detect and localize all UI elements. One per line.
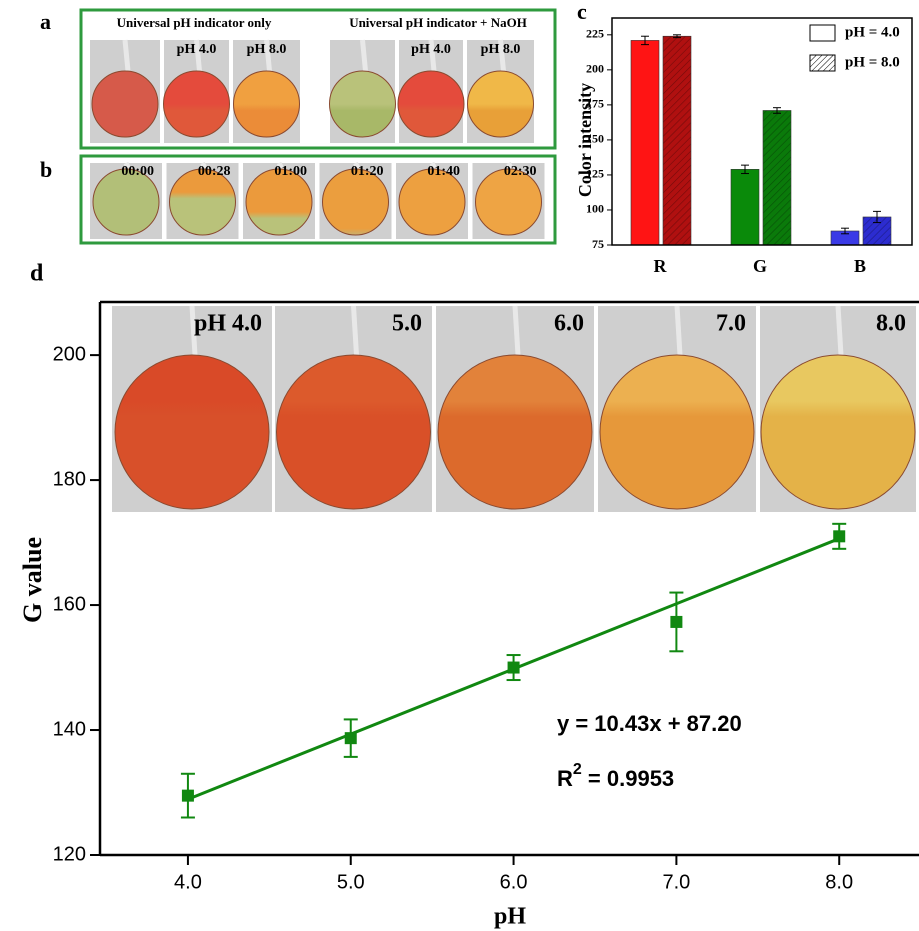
photo-string <box>354 306 357 355</box>
y-tick-label: 175 <box>586 97 604 111</box>
photo <box>112 306 272 512</box>
legend-label: pH = 4.0 <box>845 24 900 40</box>
y-tick-label: 200 <box>53 343 86 365</box>
bar <box>731 169 759 245</box>
time-label: 01:20 <box>351 164 384 179</box>
y-tick-label: 150 <box>586 132 604 146</box>
photo-string <box>838 306 841 355</box>
x-axis-label: pH <box>494 904 526 930</box>
y-tick-label: 125 <box>586 167 604 181</box>
data-point <box>182 790 194 802</box>
photo-string <box>125 40 128 71</box>
photo-label: pH 8.0 <box>481 42 521 57</box>
sensor-disc <box>398 71 464 137</box>
photo-label: pH 4.0 <box>177 42 217 57</box>
fit-equation: y = 10.43x + 87.20 <box>557 711 742 736</box>
time-label: 01:40 <box>427 164 460 179</box>
photo <box>598 306 756 512</box>
photo-string <box>677 306 680 355</box>
sensor-disc <box>468 71 534 137</box>
photo-label: 5.0 <box>392 311 422 337</box>
r-squared: R2 = 0.9953 <box>557 761 674 791</box>
time-label: 00:00 <box>121 164 154 179</box>
sensor-disc <box>330 71 396 137</box>
x-tick-label: 6.0 <box>500 871 528 893</box>
panel-label: b <box>40 157 52 182</box>
r-rest: = 0.9953 <box>582 766 674 791</box>
photo-label: pH 4.0 <box>194 311 262 337</box>
page: a Universal pH indicator only pH 4.0 pH 8.0… <box>0 0 919 931</box>
r-sup: 2 <box>573 761 582 778</box>
x-tick-label: G <box>753 256 767 276</box>
y-tick-label: 225 <box>586 27 604 41</box>
r-base: R <box>557 766 573 791</box>
photo <box>90 40 160 143</box>
time-label: 00:28 <box>198 164 231 179</box>
panel-label: c <box>577 0 587 24</box>
panel-label: d <box>30 261 44 287</box>
sensor-disc <box>761 355 915 509</box>
photo <box>275 306 432 512</box>
data-point <box>670 616 682 628</box>
photo-string <box>515 306 518 355</box>
time-label: 01:00 <box>274 164 307 179</box>
sensor-disc <box>92 71 158 137</box>
sensor-disc <box>600 355 754 509</box>
y-axis-label: G value <box>18 537 47 623</box>
y-tick-label: 160 <box>53 593 86 615</box>
bar <box>631 40 659 245</box>
photo <box>436 306 594 512</box>
y-tick-label: 120 <box>53 843 86 865</box>
photo-label: 6.0 <box>554 311 584 337</box>
figure: a Universal pH indicator only pH 4.0 pH 8.0… <box>0 0 919 931</box>
legend-hatch <box>810 55 835 71</box>
group-title: Universal pH indicator only <box>117 15 272 30</box>
photo-label: 7.0 <box>716 311 746 337</box>
bar <box>663 36 691 245</box>
panel-label: a <box>40 9 51 34</box>
time-label: 02:30 <box>504 164 537 179</box>
x-tick-label: 8.0 <box>825 871 853 893</box>
sensor-disc <box>438 355 592 509</box>
y-tick-label: 140 <box>53 718 86 740</box>
legend-swatch <box>810 25 835 41</box>
x-tick-label: B <box>854 256 866 276</box>
bar <box>763 110 791 245</box>
y-tick-label: 180 <box>53 468 86 490</box>
photo-label: pH 4.0 <box>411 42 451 57</box>
photo-label: pH 8.0 <box>247 42 287 57</box>
sensor-disc <box>234 71 300 137</box>
photo <box>330 40 396 143</box>
photo <box>760 306 916 512</box>
y-tick-label: 75 <box>592 237 604 251</box>
legend-label: pH = 8.0 <box>845 54 900 70</box>
x-tick-label: R <box>654 256 668 276</box>
group-title: Universal pH indicator + NaOH <box>349 15 527 30</box>
x-tick-label: 4.0 <box>174 871 202 893</box>
sensor-disc <box>164 71 230 137</box>
sensor-disc <box>115 355 269 509</box>
y-tick-label: 100 <box>586 202 604 216</box>
x-tick-label: 7.0 <box>662 871 690 893</box>
x-tick-label: 5.0 <box>337 871 365 893</box>
sensor-disc <box>277 355 431 509</box>
data-point <box>345 732 357 744</box>
data-point <box>833 530 845 542</box>
photo-string <box>363 40 366 71</box>
data-point <box>508 662 520 674</box>
photo-label: 8.0 <box>876 311 906 337</box>
y-tick-label: 200 <box>586 62 604 76</box>
